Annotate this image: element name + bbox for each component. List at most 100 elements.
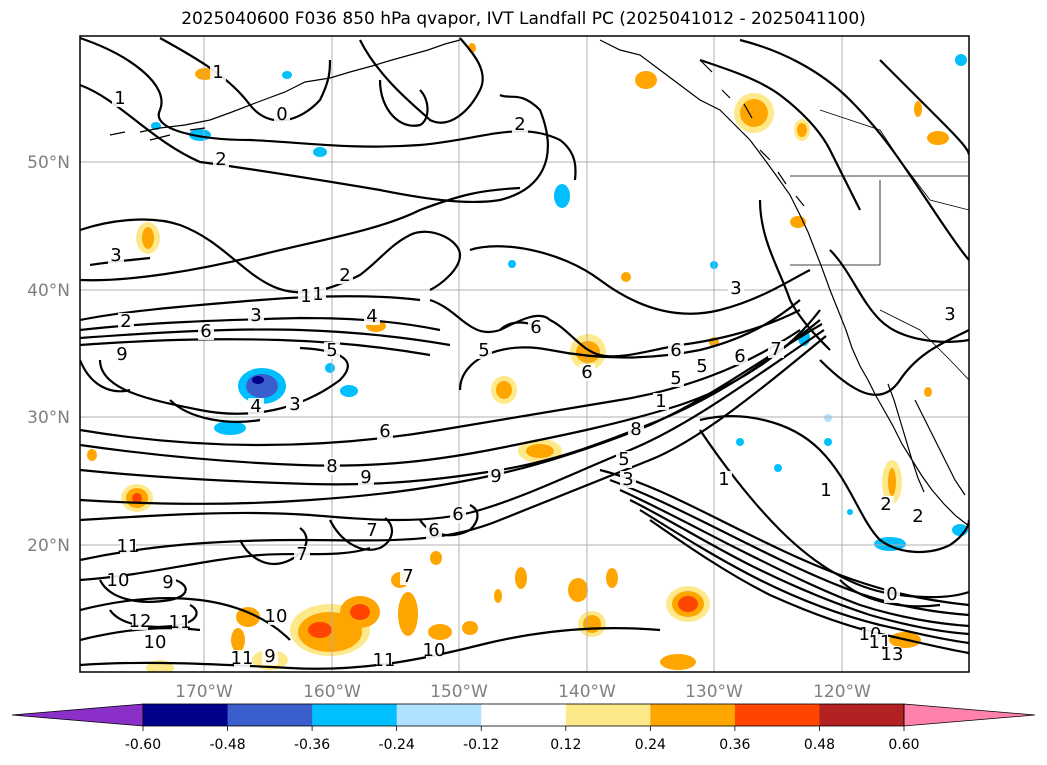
lat-label-40n: 40°N [27,281,70,301]
contour-label-bg [110,572,126,589]
contour-label: 3 [110,245,121,266]
contour-label: 8 [326,456,337,477]
figure-title: 2025040600 F036 850 hPa qvapor, IVT Land… [181,9,866,29]
contour-label: 6 [670,340,681,361]
contour-label-bg [910,508,926,525]
lon-label-160w: 160°W [303,682,361,702]
contour-label-bg [274,106,290,123]
contour-label-bg [768,341,784,358]
contour-label: 9 [490,466,501,487]
contour-label-bg [112,90,128,107]
contour-label: 10 [107,570,130,591]
contour-label-bg [114,346,130,363]
colorbar: -0.60 -0.48 -0.36 -0.24 -0.12 0.12 0.24 0.36 0.4… [11,703,1036,753]
colorbar-cells [143,704,905,726]
colorbar-cell [227,704,313,726]
contour-label: 6 [200,321,211,342]
contour-label-bg [120,538,136,555]
contour-label-bg [310,286,326,303]
contour-label-bg [294,546,310,563]
lat-label-30n: 30°N [27,408,70,428]
contour-label: 11 [117,536,140,557]
lon-label-170w: 170°W [175,682,233,702]
colorbar-tick-label: 0.24 [635,737,666,753]
contour-label: 6 [734,346,745,367]
lat-label-50n: 50°N [27,153,70,173]
contour-label: 6 [379,421,390,442]
contour-label: 6 [530,317,541,338]
contour-label-bg [337,267,353,284]
colorbar-ticks: -0.60 -0.48 -0.36 -0.24 -0.12 0.12 0.24 0.36 0.4… [125,726,920,753]
contour-label-bg [376,652,392,669]
latitude-labels: 50°N 40°N 30°N 20°N [27,153,70,556]
contour-label: 9 [264,646,275,667]
contour-label-bg [668,342,684,359]
contour-label-bg [716,471,732,488]
contour-label: 3 [289,394,300,415]
contour-label-bg [364,308,380,325]
contour-label: 1 [655,391,666,412]
colorbar-tick-label: -0.24 [379,737,415,753]
contour-label: 11 [169,612,192,633]
colorbar-cell [734,704,820,726]
contour-label-bg [248,307,264,324]
positive-anomaly-region [87,43,949,672]
contour-label-bg [653,393,669,410]
contour-label: 7 [366,520,377,541]
contour-label-bg [628,421,644,438]
contour-label-bg [268,608,284,625]
contour-label: 7 [296,544,307,565]
contour-label: 9 [360,467,371,488]
colorbar-tick-label: 0.12 [550,737,581,753]
contour-label: 8 [630,419,641,440]
contour-label: 3 [944,304,955,325]
contour-label: 11 [231,648,254,669]
colorbar-tick-label: -0.48 [209,737,245,753]
colorbar-extend-max [903,703,1036,727]
contour-label: 2 [880,494,891,515]
contour-label-bg [262,648,278,665]
contour-label: 10 [265,606,288,627]
contour-label: 4 [250,396,261,417]
contour-label-bg [324,342,340,359]
negative-anomaly-region [151,54,968,551]
lat-label-20n: 20°N [27,536,70,556]
contour-label-bg [450,506,466,523]
colorbar-cell [143,704,229,726]
colorbar-extend-min [11,703,144,727]
colorbar-cell [819,704,905,726]
contour-label-bg [358,469,374,486]
contour-label-bg [400,568,416,585]
contour-label-bg [426,642,442,659]
contour-label-bg [476,342,492,359]
contour-label-bg [616,451,632,468]
contour-label: 3 [622,469,633,490]
lon-label-130w: 130°W [685,682,743,702]
contour-label-bg [884,646,900,663]
colorbar-cell [312,704,398,726]
colorbar-cell [565,704,651,726]
lon-label-150w: 150°W [430,682,488,702]
contour-label-bg [172,614,188,631]
contour-label: 11 [373,650,396,671]
contour-label-bg [528,319,544,336]
contour-label-bg [132,613,148,630]
contour-label: 0 [276,104,287,125]
contour-label-bg [108,247,124,264]
colorbar-tick-label: 0.60 [888,737,919,753]
contour-label-bg [512,116,528,133]
longitude-labels: 170°W 160°W 150°W 140°W 130°W 120°W [175,682,871,702]
contour-label: 6 [452,504,463,525]
colorbar-tick-label: -0.12 [463,737,499,753]
colorbar-outline [142,703,905,727]
contour-label: 10 [144,632,167,653]
colorbar-cell [481,704,567,726]
contour-label-bg [213,151,229,168]
map-frame [79,35,970,673]
contour-label-bg [694,358,710,375]
colorbar-cell [650,704,736,726]
contour-label: 3 [250,305,261,326]
contour-label-bg [488,468,504,485]
contour-label: 7 [770,339,781,360]
